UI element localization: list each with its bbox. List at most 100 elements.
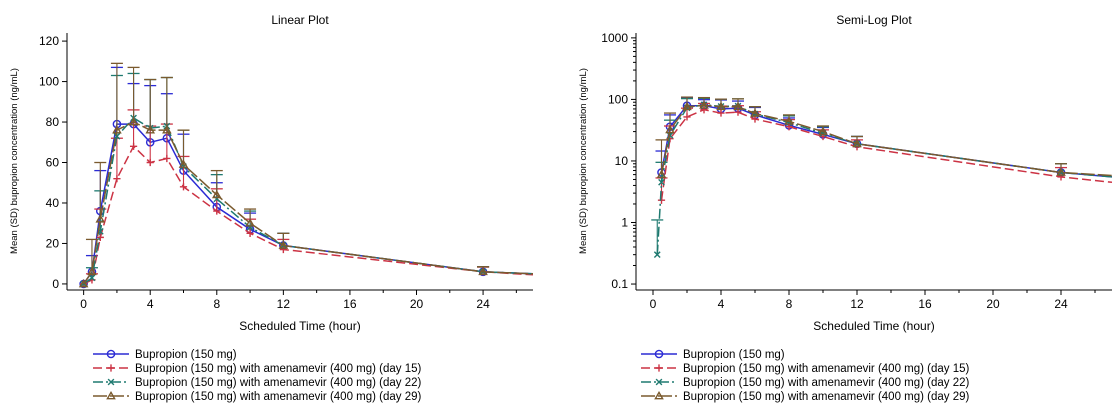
- linear-data-point: [88, 274, 96, 282]
- linear-series-line: [82, 121, 533, 285]
- linear-y-tick-label: 20: [46, 236, 60, 250]
- semilog-x-tick-label: 12: [850, 297, 864, 311]
- linear-series-line: [83, 117, 533, 285]
- semilog-series-line: [656, 103, 1112, 255]
- linear-x-tick-label: 20: [410, 297, 424, 311]
- semilog-data-point: [716, 101, 726, 111]
- semilog-data-point: [682, 101, 692, 111]
- linear-data-point: [179, 183, 188, 191]
- linear-x-tick-label: 24: [476, 297, 490, 311]
- linear-y-tick-label: 100: [39, 75, 59, 89]
- linear-plot-legend: Bupropion (150 mg) Bupropion (150 mg) wit…: [93, 349, 422, 403]
- linear-legend-marker: [107, 364, 115, 372]
- linear-y-tick-label: 60: [46, 156, 60, 170]
- linear-series-1: [79, 66, 533, 289]
- linear-data-point: [112, 125, 122, 134]
- linear-data-point: [146, 158, 154, 167]
- semilog-data-point: [699, 100, 709, 109]
- semilog-legend-marker: [655, 364, 663, 372]
- linear-data-point: [211, 189, 222, 199]
- linear-data-point: [87, 266, 97, 276]
- linear-data-point: [162, 125, 172, 134]
- semilog-series-line: [660, 108, 1112, 201]
- linear-data-point: [478, 266, 488, 276]
- linear-data-point: [246, 229, 254, 237]
- linear-series-2: [80, 109, 533, 288]
- linear-data-point: [278, 240, 289, 249]
- semilog-x-tick-label: 24: [1054, 297, 1068, 311]
- linear-data-point: [279, 245, 287, 254]
- linear-data-point: [213, 207, 221, 215]
- semilog-legend-label: Bupropion (150 mg) with amenamevir (400 …: [683, 363, 970, 375]
- semilog-legend-marker: [654, 390, 664, 400]
- linear-y-tick-label: 120: [39, 34, 59, 48]
- linear-y-ticks: 0 20 40 60 80 100 120: [39, 34, 67, 291]
- linear-legend-marker: [107, 378, 115, 386]
- semilog-data-point: [665, 124, 675, 134]
- semilog-plot-title: Semi-Log Plot: [836, 13, 912, 27]
- semilog-y-ticks: 0.1 1 10 100 1000: [601, 31, 636, 291]
- semilog-legend-label: Bupropion (150 mg) with amenamevir (400 …: [683, 391, 970, 403]
- linear-series-4: [78, 62, 533, 288]
- linear-plot-ylabel: Mean (SD) bupropion concentration (ng/mL…: [9, 68, 20, 254]
- semilog-y-tick-label: 0.1: [611, 277, 628, 291]
- linear-plot-xlabel: Scheduled Time (hour): [239, 319, 360, 333]
- semilog-plot-ylabel: Mean (SD) bupropion concentration (ng/mL…: [578, 68, 589, 254]
- semilog-data-point: [733, 101, 743, 111]
- semilog-x-ticks: 0 4 8 12 16 20 24: [650, 290, 1096, 311]
- semilog-legend-marker: [654, 349, 664, 359]
- semilog-data-point: [852, 138, 862, 148]
- semilog-data-point: [657, 196, 666, 204]
- linear-legend-label: Bupropion (150 mg) with amenamevir (400 …: [135, 377, 422, 389]
- linear-legend-label: Bupropion (150 mg) with amenamevir (400 …: [135, 391, 422, 403]
- linear-x-ticks: 0 4 8 12 16 20 24: [80, 290, 517, 311]
- linear-series-line: [83, 145, 533, 285]
- linear-data-point: [178, 159, 189, 168]
- linear-x-tick-label: 16: [343, 297, 357, 311]
- linear-legend-label: Bupropion (150 mg): [135, 349, 237, 361]
- semilog-data-point: [1057, 169, 1065, 176]
- semilog-series-line: [660, 104, 1112, 178]
- semilog-data-point: [784, 116, 794, 125]
- semilog-data-point: [700, 106, 708, 114]
- semilog-x-tick-label: 4: [718, 297, 725, 311]
- linear-data-point: [245, 218, 255, 227]
- linear-data-point: [113, 175, 121, 183]
- semilog-data-point: [717, 109, 725, 117]
- semilog-legend-marker: [655, 378, 663, 386]
- semilog-data-point: [1056, 167, 1066, 176]
- linear-legend-marker: [106, 349, 116, 359]
- linear-data-point: [113, 132, 121, 140]
- semilog-x-tick-label: 16: [918, 297, 932, 311]
- linear-series-layer: [78, 62, 533, 289]
- semilog-x-tick-label: 0: [650, 297, 657, 311]
- semilog-data-point: [818, 126, 828, 135]
- linear-legend-label: Bupropion (150 mg) with amenamevir (400 …: [135, 363, 422, 375]
- linear-data-point: [128, 117, 139, 126]
- semilog-series-layer: [651, 96, 1112, 259]
- linear-y-tick-label: 40: [46, 196, 60, 210]
- linear-data-point: [78, 278, 89, 288]
- semilog-plot-xlabel: Scheduled Time (hour): [813, 319, 934, 333]
- linear-series-3: [80, 72, 533, 288]
- semilog-series-4: [655, 96, 1112, 179]
- semilog-series-2: [655, 102, 1112, 204]
- semilog-data-point: [653, 251, 661, 259]
- linear-x-tick-label: 12: [277, 297, 291, 311]
- linear-data-point: [95, 214, 106, 223]
- semilog-data-point: [656, 169, 667, 179]
- linear-x-tick-label: 4: [147, 297, 154, 311]
- semilog-y-tick-label: 10: [615, 154, 629, 168]
- semilog-x-tick-label: 20: [986, 297, 1000, 311]
- linear-plot-title: Linear Plot: [271, 13, 329, 27]
- linear-x-tick-label: 0: [80, 297, 87, 311]
- linear-y-tick-label: 0: [52, 277, 59, 291]
- semilog-series-3: [651, 97, 1112, 259]
- linear-plot-panel: Linear Plot Mean (SD) bupropion concentr…: [9, 13, 533, 333]
- linear-series-line: [82, 123, 533, 285]
- linear-x-tick-label: 8: [213, 297, 220, 311]
- semilog-y-tick-label: 1000: [601, 31, 628, 45]
- semilog-data-point: [658, 178, 665, 186]
- semilog-series-line: [660, 104, 1112, 177]
